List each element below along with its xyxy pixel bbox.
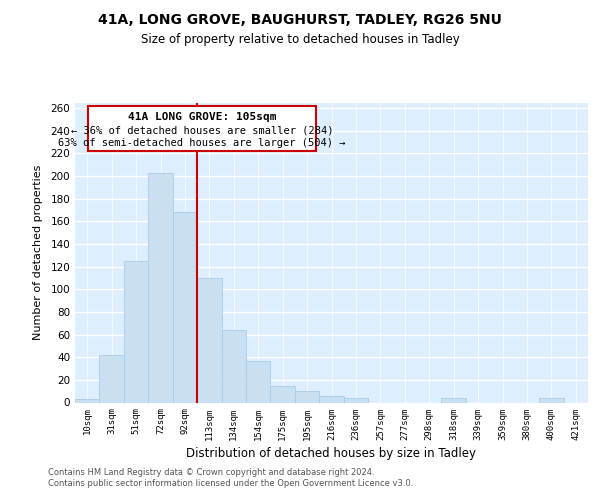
- Bar: [75, 399, 100, 402]
- FancyBboxPatch shape: [88, 106, 316, 151]
- Bar: [246, 360, 271, 403]
- Bar: [124, 261, 148, 402]
- Text: Contains HM Land Registry data © Crown copyright and database right 2024.
Contai: Contains HM Land Registry data © Crown c…: [48, 468, 413, 487]
- Bar: [100, 355, 124, 403]
- Text: Size of property relative to detached houses in Tadley: Size of property relative to detached ho…: [140, 32, 460, 46]
- Bar: [271, 386, 295, 402]
- Text: 63% of semi-detached houses are larger (504) →: 63% of semi-detached houses are larger (…: [58, 138, 346, 148]
- Bar: [344, 398, 368, 402]
- X-axis label: Distribution of detached houses by size in Tadley: Distribution of detached houses by size …: [187, 446, 476, 460]
- Bar: [319, 396, 344, 402]
- Bar: [295, 391, 319, 402]
- Text: 41A LONG GROVE: 105sqm: 41A LONG GROVE: 105sqm: [128, 112, 276, 122]
- Text: 41A, LONG GROVE, BAUGHURST, TADLEY, RG26 5NU: 41A, LONG GROVE, BAUGHURST, TADLEY, RG26…: [98, 12, 502, 26]
- Text: ← 36% of detached houses are smaller (284): ← 36% of detached houses are smaller (28…: [71, 126, 333, 136]
- Bar: [173, 212, 197, 402]
- Bar: [148, 172, 173, 402]
- Bar: [221, 330, 246, 402]
- Y-axis label: Number of detached properties: Number of detached properties: [34, 165, 43, 340]
- Bar: [442, 398, 466, 402]
- Bar: [539, 398, 563, 402]
- Bar: [197, 278, 221, 402]
